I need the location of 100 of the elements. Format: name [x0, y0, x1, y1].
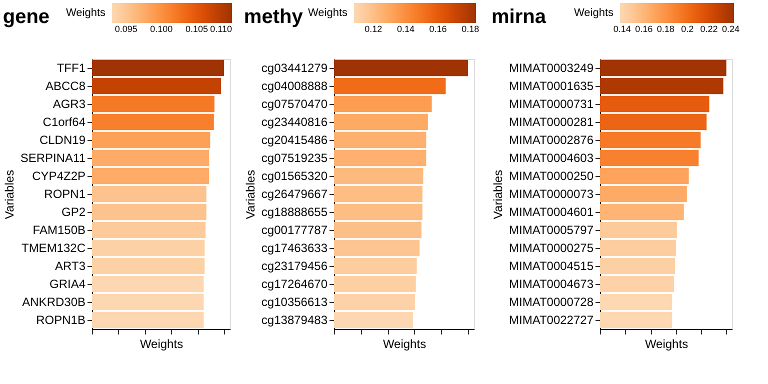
bar: [600, 204, 684, 220]
y-tick-label: MIMAT0000275: [509, 241, 594, 255]
bar: [92, 204, 206, 220]
color-bar-label: 0.100: [150, 24, 173, 34]
bar: [600, 258, 676, 274]
color-bar-title: Weights: [574, 7, 614, 19]
y-tick-label: cg13879483: [261, 313, 328, 327]
y-tick-label: cg18888655: [261, 205, 328, 219]
bar: [92, 294, 204, 310]
bar: [334, 114, 428, 130]
bar: [334, 276, 416, 292]
bar: [600, 78, 724, 94]
color-bar-label: 0.16: [635, 24, 653, 34]
chart-title: mirna: [492, 6, 547, 28]
bar: [600, 168, 689, 184]
bar: [600, 312, 672, 328]
bar: [334, 240, 420, 256]
x-axis-title: Weights: [382, 337, 426, 351]
y-tick-label: ROPN1B: [36, 313, 86, 327]
bar: [334, 222, 422, 238]
color-bar-label: 0.18: [462, 24, 480, 34]
bar: [600, 276, 674, 292]
bar: [92, 60, 224, 76]
color-bar-title: Weights: [66, 7, 106, 19]
y-tick-label: AGR3: [52, 97, 86, 111]
y-tick-label: MIMAT0002876: [509, 133, 594, 147]
bar: [92, 96, 214, 112]
bar: [92, 222, 206, 238]
y-tick-label: MIMAT0003249: [509, 61, 594, 75]
y-tick-label: ABCC8: [45, 79, 86, 93]
y-tick-label: ANKRD30B: [22, 295, 86, 309]
y-tick-label: MIMAT0000281: [509, 115, 594, 129]
y-tick-label: cg07519235: [261, 151, 328, 165]
y-axis-title: Variables: [2, 170, 16, 220]
y-tick-label: cg17264670: [261, 277, 328, 291]
y-tick-label: CLDN19: [39, 133, 86, 147]
y-tick-label: cg26479667: [261, 187, 328, 201]
y-tick-label: MIMAT0005797: [509, 223, 594, 237]
y-tick-label: MIMAT0004673: [509, 277, 594, 291]
color-bar-label: 0.095: [114, 24, 138, 34]
color-bar-label: 0.24: [722, 24, 740, 34]
y-tick-label: cg00177787: [261, 223, 328, 237]
bar: [92, 78, 222, 94]
y-tick-label: ART3: [55, 259, 86, 273]
y-tick-label: MIMAT0000731: [509, 97, 594, 111]
bar: [92, 168, 210, 184]
bar: [600, 132, 701, 148]
bar: [334, 168, 424, 184]
y-tick-label: cg07570470: [261, 97, 328, 111]
y-tick-label: FAM150B: [32, 223, 86, 237]
bar: [92, 276, 204, 292]
y-tick-label: CYP4Z2P: [32, 169, 86, 183]
y-tick-label: TFF1: [56, 61, 86, 75]
y-axis-title: Variables: [491, 170, 506, 220]
color-bar-title: Weights: [308, 7, 348, 19]
bar: [334, 204, 422, 220]
y-tick-label: GRIA4: [49, 277, 86, 291]
y-tick-label: SERPINA11: [20, 151, 86, 165]
bar: [92, 132, 210, 148]
color-bar-label: 0.2: [681, 24, 694, 34]
bar: [600, 150, 699, 166]
bar: [334, 132, 426, 148]
chart-title: gene: [2, 6, 50, 28]
color-bar-label: 0.22: [700, 24, 718, 34]
y-tick-label: GP2: [61, 205, 86, 219]
y-tick-label: cg10356613: [261, 295, 328, 309]
y-tick-label: cg20415486: [261, 133, 328, 147]
y-tick-label: cg17463633: [261, 241, 328, 255]
y-tick-label: cg04008888: [261, 79, 328, 93]
bar: [334, 78, 446, 94]
bar: [92, 186, 206, 202]
x-axis-title: Weights: [140, 337, 184, 351]
y-tick-label: cg23179456: [261, 259, 328, 273]
y-tick-label: MIMAT0004601: [509, 205, 594, 219]
y-tick-label: MIMAT0000250: [509, 169, 594, 183]
bar: [600, 294, 672, 310]
bar: [334, 258, 417, 274]
y-tick-label: MIMAT0004603: [509, 151, 594, 165]
bar: [92, 150, 210, 166]
x-axis-title: Weights: [644, 337, 688, 351]
bar: [600, 60, 726, 76]
chart-title: methy: [244, 6, 304, 28]
color-bar-label: 0.18: [656, 24, 674, 34]
y-tick-label: cg03441279: [261, 61, 328, 75]
bar: [334, 150, 426, 166]
color-bar-label: 0.14: [396, 24, 414, 34]
bar: [600, 222, 677, 238]
bar: [92, 240, 205, 256]
color-bar-label: 0.105: [185, 24, 208, 34]
color-bar-label: 0.110: [210, 24, 232, 34]
color-bar-label: 0.14: [613, 24, 631, 34]
y-tick-label: MIMAT0022727: [509, 313, 594, 327]
bar: [334, 294, 415, 310]
bar: [600, 240, 676, 256]
bar: [334, 96, 432, 112]
bar: [92, 312, 204, 328]
bar: [334, 186, 422, 202]
y-tick-label: C1orf64: [42, 115, 86, 129]
bar: [92, 258, 205, 274]
color-bar-label: 0.12: [364, 24, 382, 34]
